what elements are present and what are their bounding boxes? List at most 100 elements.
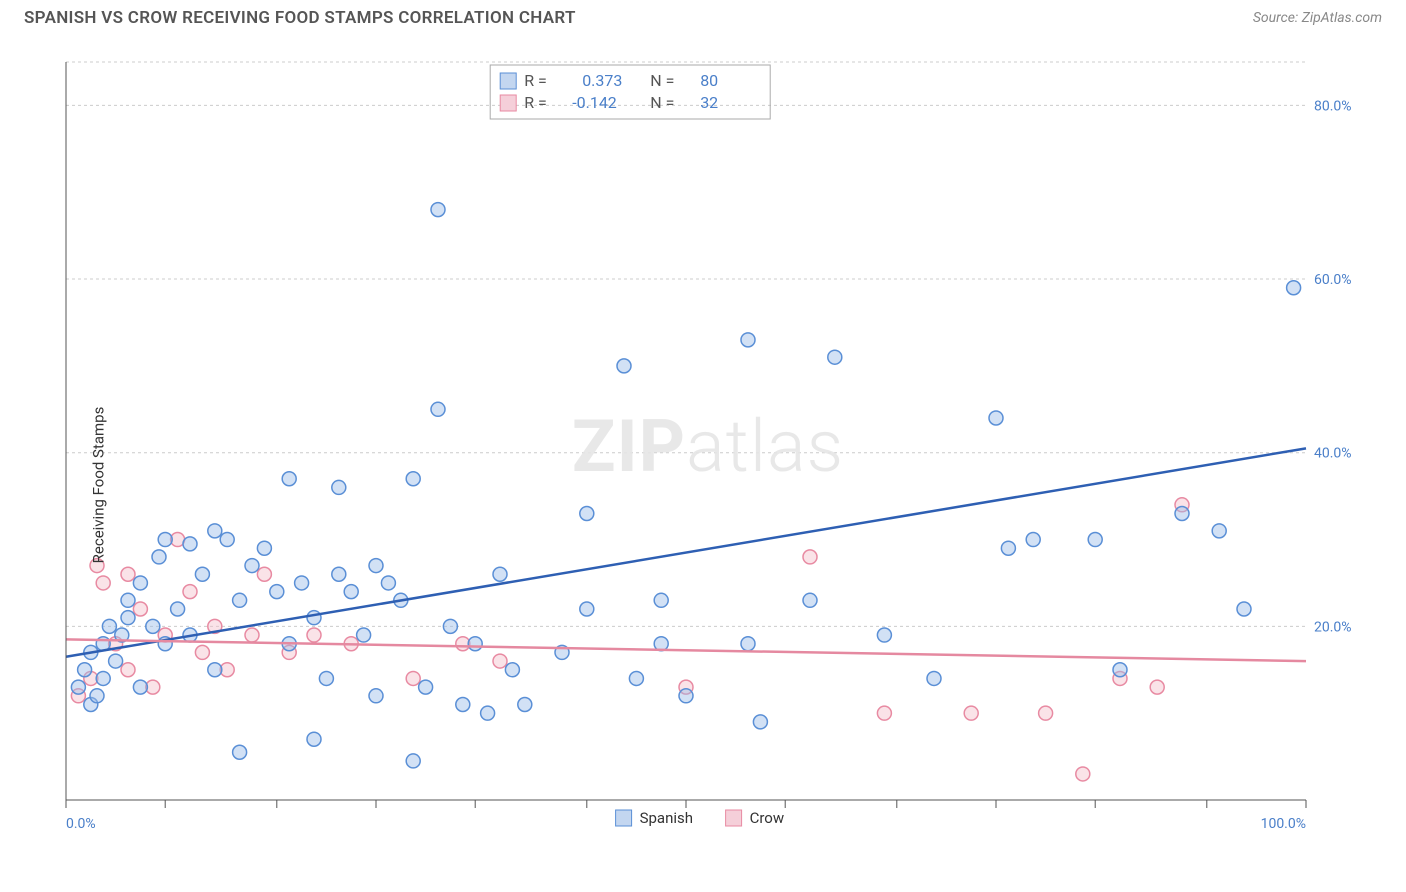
y-tick-label: 40.0%: [1314, 446, 1352, 462]
data-point: [270, 585, 284, 599]
data-point: [133, 602, 147, 616]
legend-swatch-crow: [500, 95, 516, 111]
data-point: [629, 671, 643, 685]
data-point: [1076, 767, 1090, 781]
watermark: ZIPatlas: [572, 404, 844, 489]
legend-swatch-spanish: [616, 810, 632, 826]
data-point: [307, 611, 321, 625]
data-point: [332, 480, 346, 494]
legend-swatch-spanish: [500, 73, 516, 89]
data-point: [233, 593, 247, 607]
data-point: [989, 411, 1003, 425]
data-point: [741, 333, 755, 347]
data-point: [493, 567, 507, 581]
data-point: [195, 567, 209, 581]
chart-title: SPANISH VS CROW RECEIVING FOOD STAMPS CO…: [24, 8, 576, 28]
stat-n-label: N =: [650, 71, 674, 90]
data-point: [679, 689, 693, 703]
data-point: [877, 706, 891, 720]
data-point: [307, 732, 321, 746]
data-point: [1113, 663, 1127, 677]
data-point: [319, 671, 333, 685]
data-point: [381, 576, 395, 590]
data-point: [406, 671, 420, 685]
data-point: [617, 359, 631, 373]
data-point: [443, 619, 457, 633]
stat-r-label: R =: [524, 71, 547, 90]
data-point: [90, 689, 104, 703]
data-point: [121, 663, 135, 677]
data-point: [481, 706, 495, 720]
data-point: [295, 576, 309, 590]
data-point: [109, 654, 123, 668]
data-point: [96, 671, 110, 685]
data-point: [753, 715, 767, 729]
x-tick-label: 100.0%: [1261, 816, 1306, 832]
data-point: [964, 706, 978, 720]
data-point: [357, 628, 371, 642]
data-point: [1088, 533, 1102, 547]
data-point: [332, 567, 346, 581]
data-point: [152, 550, 166, 564]
data-point: [580, 506, 594, 520]
data-point: [78, 663, 92, 677]
data-point: [456, 697, 470, 711]
data-point: [257, 541, 271, 555]
data-point: [1001, 541, 1015, 555]
data-point: [257, 567, 271, 581]
data-point: [518, 697, 532, 711]
data-point: [369, 559, 383, 573]
scatter-chart: 20.0%40.0%60.0%80.0%ZIPatlas0.0%100.0%R …: [48, 50, 1368, 860]
data-point: [233, 745, 247, 759]
data-point: [171, 602, 185, 616]
data-point: [307, 628, 321, 642]
data-point: [1287, 281, 1301, 295]
data-point: [208, 663, 222, 677]
source-label: Source: ZipAtlas.com: [1253, 10, 1382, 26]
data-point: [195, 645, 209, 659]
data-point: [803, 593, 817, 607]
data-point: [468, 637, 482, 651]
data-point: [344, 585, 358, 599]
stat-n-spanish: 80: [700, 71, 718, 90]
data-point: [146, 619, 160, 633]
data-point: [580, 602, 594, 616]
data-point: [183, 585, 197, 599]
data-point: [71, 680, 85, 694]
legend-label-spanish: Spanish: [640, 809, 693, 827]
data-point: [654, 593, 668, 607]
data-point: [220, 533, 234, 547]
data-point: [369, 689, 383, 703]
data-point: [1150, 680, 1164, 694]
data-point: [245, 559, 259, 573]
data-point: [803, 550, 817, 564]
data-point: [183, 537, 197, 551]
stat-r-crow: -0.142: [572, 93, 617, 112]
stat-r-spanish: 0.373: [582, 71, 622, 90]
data-point: [121, 611, 135, 625]
data-point: [102, 619, 116, 633]
data-point: [505, 663, 519, 677]
data-point: [121, 593, 135, 607]
data-point: [282, 472, 296, 486]
data-point: [96, 576, 110, 590]
data-point: [927, 671, 941, 685]
data-point: [1212, 524, 1226, 538]
data-point: [1237, 602, 1251, 616]
data-point: [431, 402, 445, 416]
data-point: [828, 350, 842, 364]
stat-r-label: R =: [524, 93, 547, 112]
x-tick-label: 0.0%: [66, 816, 96, 832]
y-axis-label: Receiving Food Stamps: [89, 406, 107, 563]
data-point: [158, 533, 172, 547]
stat-n-crow: 32: [700, 93, 718, 112]
data-point: [121, 567, 135, 581]
chart-container: Receiving Food Stamps 20.0%40.0%60.0%80.…: [48, 50, 1368, 840]
data-point: [741, 637, 755, 651]
y-tick-label: 20.0%: [1314, 619, 1352, 635]
trendline: [66, 639, 1306, 661]
y-tick-label: 80.0%: [1314, 98, 1352, 114]
data-point: [133, 576, 147, 590]
legend-swatch-crow: [726, 810, 742, 826]
stat-n-label: N =: [650, 93, 674, 112]
